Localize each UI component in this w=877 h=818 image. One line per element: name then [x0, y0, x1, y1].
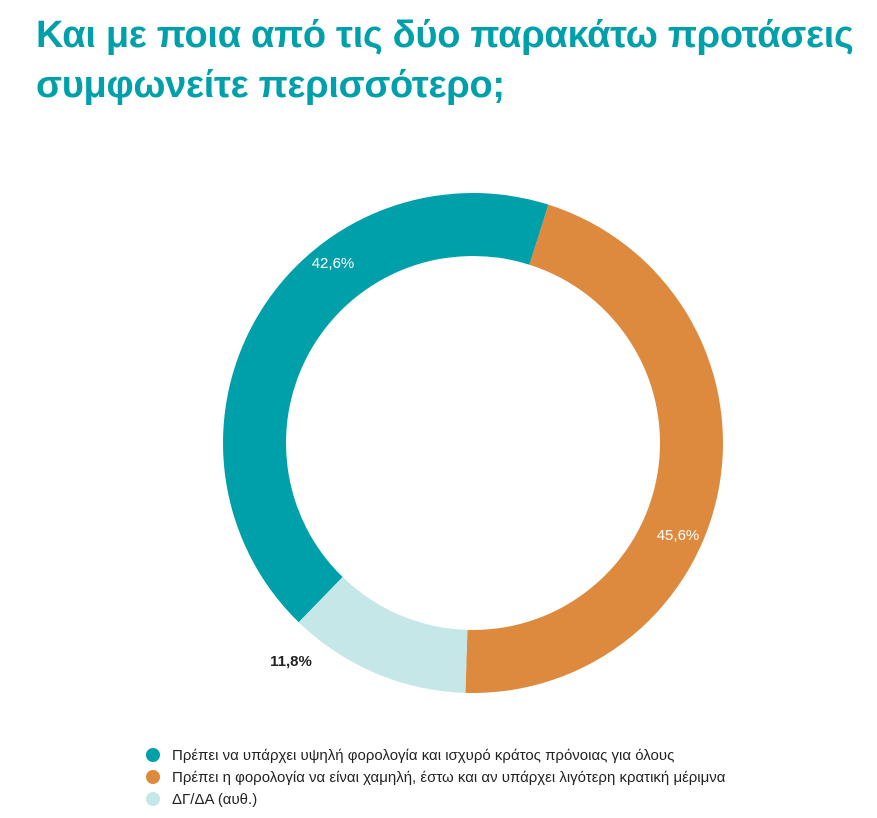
- legend-item-dont-know: ΔΓ/ΔΑ (αυθ.): [146, 788, 866, 810]
- slice-low-tax: [465, 204, 724, 694]
- legend-label-high-tax: Πρέπει να υπάρχει υψηλή φορολογία και ισ…: [172, 746, 675, 764]
- legend-swatch-dont-know: [146, 792, 160, 806]
- legend-label-dont-know: ΔΓ/ΔΑ (αυθ.): [172, 790, 258, 808]
- legend-swatch-high-tax: [146, 748, 160, 762]
- slice-label-low-tax: 45,6%: [657, 527, 700, 544]
- donut-slices: [222, 193, 724, 694]
- legend-label-low-tax: Πρέπει η φορολογία να είναι χαμηλή, έστω…: [172, 768, 726, 786]
- slice-dont-know: [298, 577, 468, 693]
- legend-swatch-low-tax: [146, 770, 160, 784]
- slice-label-dont-know: 11,8%: [270, 653, 312, 670]
- legend-item-low-tax: Πρέπει η φορολογία να είναι χαμηλή, έστω…: [146, 766, 866, 788]
- chart-title: Και με ποια από τις δύο παρακάτω προτάσε…: [36, 14, 854, 106]
- legend-item-high-tax: Πρέπει να υπάρχει υψηλή φορολογία και ισ…: [146, 744, 866, 766]
- donut-labels: 42,6% 45,6% 11,8%: [270, 255, 699, 670]
- chart-legend: Πρέπει να υπάρχει υψηλή φορολογία και ισ…: [146, 744, 866, 810]
- slice-label-high-tax: 42,6%: [312, 255, 355, 272]
- slice-high-tax: [222, 193, 549, 623]
